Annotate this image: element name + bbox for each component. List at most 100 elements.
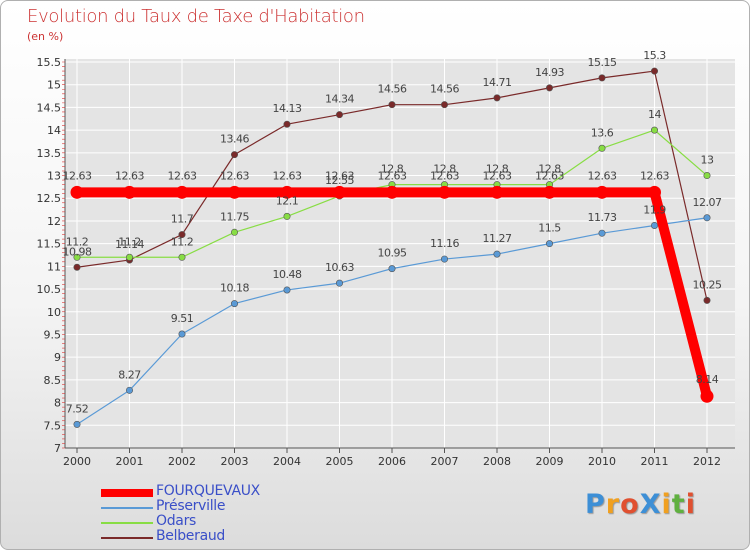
data-label: 13.6 <box>591 126 614 139</box>
data-point <box>493 94 501 102</box>
data-point <box>703 214 711 222</box>
data-label: 11.27 <box>483 232 512 245</box>
data-point <box>283 286 291 294</box>
data-label: 13 <box>701 154 714 167</box>
data-label: 12.8 <box>486 163 509 176</box>
data-label: 14.56 <box>378 83 407 96</box>
data-label: 11.9 <box>643 203 666 216</box>
data-point <box>231 300 239 308</box>
data-point <box>598 229 606 237</box>
data-label: 11.75 <box>220 210 249 223</box>
data-point <box>123 185 136 199</box>
data-label: 12.63 <box>325 169 354 182</box>
y-tick-label: 13.5 <box>37 147 62 160</box>
brand-letter: P <box>585 489 606 520</box>
data-point <box>650 221 658 229</box>
data-label: 14 <box>648 108 661 121</box>
data-label: 12.63 <box>483 169 512 182</box>
x-tick-label: 2004 <box>273 455 301 468</box>
brand-logo: ProXiti <box>585 489 696 520</box>
y-tick-label: 9.5 <box>44 328 62 341</box>
data-label: 12.63 <box>63 169 92 182</box>
x-tick-label: 2003 <box>221 455 249 468</box>
y-tick-label: 7.5 <box>44 419 62 432</box>
brand-letter: r <box>605 489 621 520</box>
y-tick-label: 15.5 <box>37 56 62 69</box>
y-tick-label: 14.5 <box>37 101 62 114</box>
legend-label: FOURQUEVAUX <box>156 483 260 499</box>
data-label: 12.63 <box>168 169 197 182</box>
legend-label: Odars <box>156 513 197 529</box>
data-point <box>335 279 343 287</box>
data-point <box>440 255 448 263</box>
data-point <box>598 74 606 82</box>
y-tick-label: 9 <box>54 351 61 364</box>
legend-swatch <box>101 489 153 497</box>
y-tick-label: 11.5 <box>37 238 62 251</box>
data-point <box>648 185 661 199</box>
data-label: 12.63 <box>588 169 617 182</box>
data-point <box>493 250 501 258</box>
x-tick-label: 2009 <box>536 455 564 468</box>
data-label: 10.48 <box>273 268 302 281</box>
data-label: 10.63 <box>325 261 354 274</box>
y-tick-label: 12.5 <box>37 192 62 205</box>
brand-letter: X <box>639 489 662 520</box>
x-tick-label: 2000 <box>63 455 91 468</box>
brand-letter: o <box>620 489 640 520</box>
plot-area <box>65 59 735 448</box>
data-point <box>178 231 186 239</box>
x-tick-label: 2005 <box>326 455 354 468</box>
x-tick-label: 2001 <box>116 455 144 468</box>
x-tick-label: 2006 <box>378 455 406 468</box>
data-label: 10.25 <box>693 278 722 291</box>
data-point <box>70 185 84 199</box>
x-tick-label: 2012 <box>693 455 721 468</box>
data-point <box>228 185 241 199</box>
data-point <box>335 111 343 119</box>
data-point <box>440 101 448 109</box>
data-label: 10.18 <box>220 282 249 295</box>
data-label: 12.07 <box>693 196 722 209</box>
data-label: 12.63 <box>378 169 407 182</box>
data-point <box>73 253 81 261</box>
data-point <box>700 389 714 403</box>
data-label: 11.2 <box>66 235 89 248</box>
brand-letter: t <box>671 489 686 520</box>
data-label: 12.55 <box>325 174 354 187</box>
data-point <box>73 420 81 428</box>
data-label: 14.71 <box>483 76 512 89</box>
data-label: 11.16 <box>430 237 459 250</box>
data-point <box>126 386 134 394</box>
data-point <box>283 212 291 220</box>
data-point <box>333 185 346 199</box>
data-label: 10.95 <box>378 247 407 260</box>
y-tick-label: 15 <box>47 79 61 92</box>
data-label: 12.63 <box>115 169 144 182</box>
chart-unit-label: (en %) <box>27 30 64 43</box>
x-tick-label: 2011 <box>641 455 669 468</box>
data-label: 11.2 <box>118 235 141 248</box>
data-point <box>545 240 553 248</box>
y-tick-label: 10.5 <box>37 283 62 296</box>
data-point <box>388 265 396 273</box>
data-label: 14.34 <box>325 93 354 106</box>
data-point <box>650 126 658 134</box>
x-tick-label: 2007 <box>431 455 459 468</box>
data-point <box>703 296 711 304</box>
data-point <box>178 330 186 338</box>
data-label: 12.8 <box>538 163 561 176</box>
data-label: 11.73 <box>588 211 617 224</box>
data-label: 12.63 <box>640 169 669 182</box>
data-point <box>231 228 239 236</box>
data-point <box>490 185 504 199</box>
data-label: 8.27 <box>118 368 141 381</box>
data-label: 12.1 <box>276 194 299 207</box>
data-point <box>175 185 189 199</box>
y-tick-label: 7 <box>54 442 61 455</box>
data-label: 8.14 <box>696 373 719 386</box>
y-tick-label: 10 <box>47 306 61 319</box>
chart-title: Evolution du Taux de Taxe d'Habitation <box>27 6 365 27</box>
data-label: 12.8 <box>381 163 404 176</box>
